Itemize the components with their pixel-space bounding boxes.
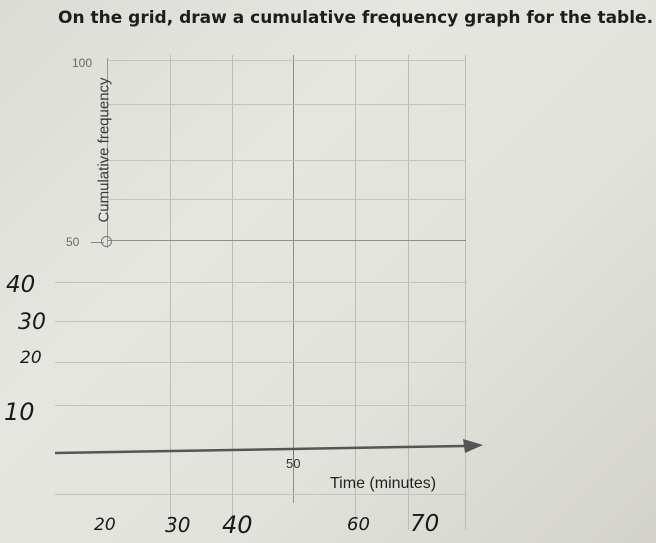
grid-line-h xyxy=(108,60,466,61)
y-tick-100: 100 xyxy=(72,56,93,70)
hand-x-40: 40 xyxy=(222,511,253,539)
y-tick-50-mark xyxy=(91,242,104,243)
grid-line-h xyxy=(108,160,466,161)
grid-line-h xyxy=(55,405,467,406)
grid-line-v xyxy=(170,55,171,530)
question-text: On the grid, draw a cumulative frequency… xyxy=(58,8,654,28)
y-axis-line xyxy=(107,58,108,248)
hand-y-30: 30 xyxy=(18,310,46,335)
x-axis-label: Time (minutes) xyxy=(330,475,437,492)
hand-y-20: 20 xyxy=(20,348,42,368)
hand-y-10: 10 xyxy=(4,398,35,426)
grid-line-v xyxy=(232,55,233,530)
x-axis-arrow xyxy=(55,439,483,455)
hand-x-70: 70 xyxy=(410,511,440,537)
grid-line-v xyxy=(465,55,466,530)
hand-x-20: 20 xyxy=(94,515,116,535)
y-axis-circle xyxy=(101,236,112,247)
grid-line-h xyxy=(55,362,467,363)
hand-x-30: 30 xyxy=(165,513,191,537)
y-axis-label: Cumulative frequency xyxy=(95,77,113,223)
hand-y-40: 40 xyxy=(6,272,36,298)
grid-line-h xyxy=(55,494,467,495)
grid-line-h xyxy=(55,282,467,283)
grid-line-h xyxy=(55,321,467,322)
grid-line-h xyxy=(108,104,466,105)
x-tick-50-label: 50 xyxy=(286,456,301,471)
grid-line-h xyxy=(108,199,466,200)
grid-line-50 xyxy=(293,55,294,503)
hand-x-60: 60 xyxy=(347,514,370,535)
grid-line-v xyxy=(355,55,356,530)
y-tick-50: 50 xyxy=(66,235,80,249)
grid-line-50-h xyxy=(108,240,466,241)
grid-line-v xyxy=(408,55,409,530)
x-tick-50 xyxy=(293,450,294,462)
